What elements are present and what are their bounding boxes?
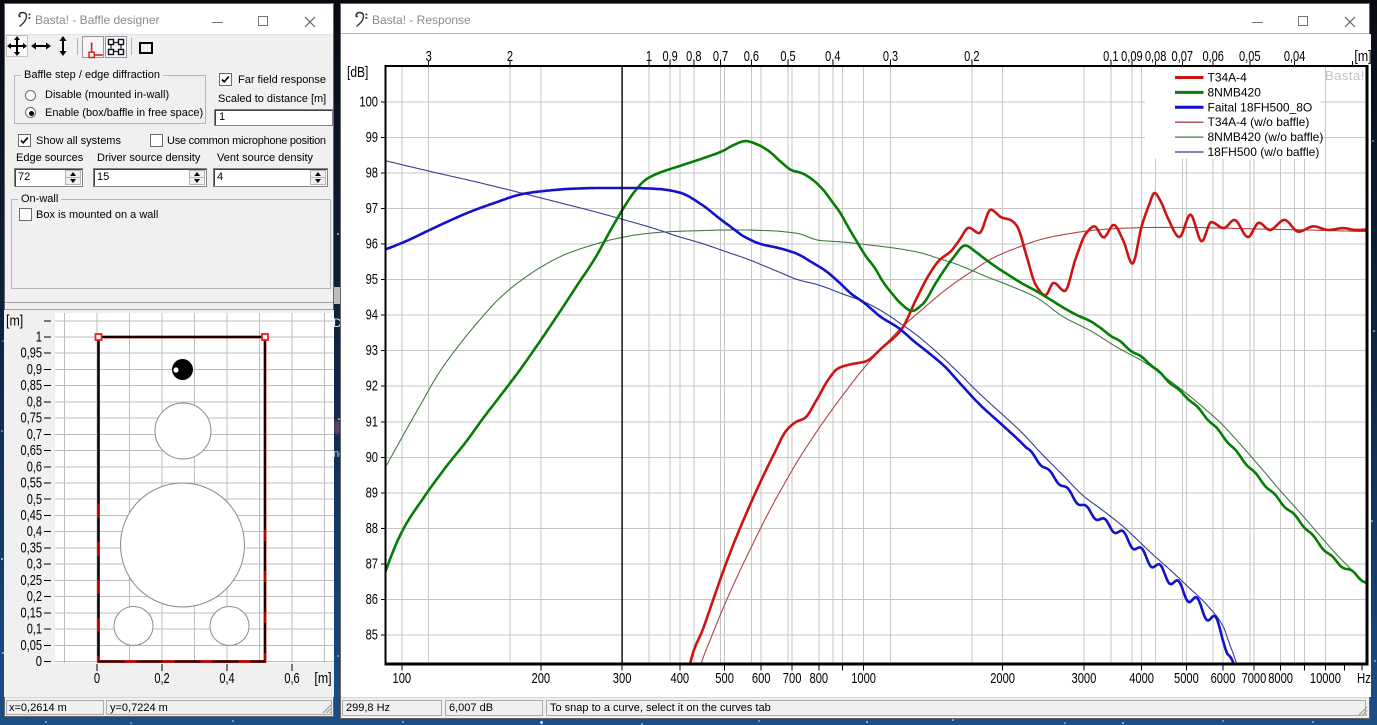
- svg-text:0,3: 0,3: [883, 48, 898, 65]
- svg-text:88: 88: [366, 520, 378, 537]
- svg-text:0,2: 0,2: [27, 588, 42, 605]
- svg-text:100: 100: [359, 94, 378, 111]
- svg-text:92: 92: [366, 378, 378, 395]
- svg-text:0,35: 0,35: [21, 539, 43, 556]
- svg-text:7000: 7000: [1242, 670, 1267, 687]
- svg-text:89: 89: [366, 484, 378, 501]
- svg-text:0,6: 0,6: [27, 458, 42, 475]
- svg-text:[dB]: [dB]: [347, 64, 368, 81]
- svg-text:0,1: 0,1: [1103, 48, 1118, 65]
- svg-text:0,4: 0,4: [219, 670, 234, 687]
- svg-text:0,8: 0,8: [27, 393, 42, 410]
- svg-text:0,5: 0,5: [780, 48, 795, 65]
- svg-text:0,4: 0,4: [825, 48, 840, 65]
- svg-text:4000: 4000: [1129, 670, 1154, 687]
- svg-text:800: 800: [810, 670, 829, 687]
- svg-text:Hz: Hz: [1357, 670, 1371, 687]
- svg-text:98: 98: [366, 165, 378, 182]
- svg-text:[m]: [m]: [314, 670, 331, 687]
- svg-text:96: 96: [366, 236, 378, 253]
- svg-text:3: 3: [426, 48, 432, 65]
- svg-text:95: 95: [366, 271, 378, 288]
- svg-text:T34A-4: T34A-4: [1208, 71, 1248, 85]
- svg-text:0,7: 0,7: [713, 48, 728, 65]
- svg-text:0,8: 0,8: [686, 48, 701, 65]
- svg-text:0,08: 0,08: [1145, 48, 1167, 65]
- svg-text:0,7: 0,7: [27, 426, 42, 443]
- svg-text:0,05: 0,05: [1239, 48, 1261, 65]
- svg-text:0: 0: [94, 670, 100, 687]
- svg-text:8000: 8000: [1268, 670, 1293, 687]
- svg-text:2000: 2000: [990, 670, 1015, 687]
- svg-text:0,1: 0,1: [27, 621, 42, 638]
- svg-text:T34A-4 (w/o baffle): T34A-4 (w/o baffle): [1208, 115, 1310, 129]
- svg-text:500: 500: [715, 670, 734, 687]
- svg-text:100: 100: [393, 670, 412, 687]
- svg-text:Faital 18FH500_8O: Faital 18FH500_8O: [1208, 100, 1313, 114]
- svg-text:600: 600: [752, 670, 771, 687]
- svg-text:18FH500 (w/o baffle): 18FH500 (w/o baffle): [1208, 145, 1320, 159]
- svg-text:3000: 3000: [1072, 670, 1097, 687]
- svg-text:0,9: 0,9: [27, 361, 42, 378]
- svg-text:87: 87: [366, 555, 378, 572]
- svg-text:0,09: 0,09: [1121, 48, 1143, 65]
- svg-text:400: 400: [671, 670, 690, 687]
- svg-text:2: 2: [507, 48, 513, 65]
- svg-text:0,25: 0,25: [21, 572, 43, 589]
- svg-text:[m]: [m]: [1354, 48, 1371, 65]
- svg-text:0: 0: [36, 653, 42, 670]
- svg-text:0,2: 0,2: [154, 670, 169, 687]
- svg-text:Basta!: Basta!: [1325, 68, 1365, 83]
- svg-text:91: 91: [366, 413, 378, 430]
- svg-text:0,75: 0,75: [21, 410, 43, 427]
- svg-text:97: 97: [366, 200, 378, 217]
- svg-text:85: 85: [366, 627, 378, 644]
- svg-text:0,5: 0,5: [27, 491, 42, 508]
- svg-text:1: 1: [36, 329, 42, 346]
- svg-text:0,04: 0,04: [1284, 48, 1306, 65]
- svg-text:86: 86: [366, 591, 378, 608]
- svg-text:8NMB420: 8NMB420: [1208, 85, 1262, 99]
- svg-text:5000: 5000: [1174, 670, 1199, 687]
- svg-text:0,4: 0,4: [27, 523, 42, 540]
- svg-text:200: 200: [532, 670, 551, 687]
- svg-text:6000: 6000: [1211, 670, 1236, 687]
- svg-text:0,3: 0,3: [27, 556, 42, 573]
- svg-text:1: 1: [646, 48, 652, 65]
- svg-text:10000: 10000: [1310, 670, 1341, 687]
- svg-text:0,2: 0,2: [964, 48, 979, 65]
- svg-text:300: 300: [613, 670, 632, 687]
- svg-text:700: 700: [783, 670, 802, 687]
- svg-text:90: 90: [366, 449, 378, 466]
- svg-text:0,6: 0,6: [744, 48, 759, 65]
- svg-text:94: 94: [366, 307, 378, 324]
- svg-text:0,45: 0,45: [21, 507, 43, 524]
- svg-text:0,6: 0,6: [284, 670, 299, 687]
- svg-text:0,9: 0,9: [662, 48, 677, 65]
- svg-text:0,65: 0,65: [21, 442, 43, 459]
- svg-text:8NMB420 (w/o baffle): 8NMB420 (w/o baffle): [1208, 130, 1324, 144]
- svg-text:[m]: [m]: [6, 312, 23, 329]
- svg-text:0,85: 0,85: [21, 377, 43, 394]
- svg-text:0,07: 0,07: [1172, 48, 1194, 65]
- svg-text:99: 99: [366, 129, 378, 146]
- svg-text:93: 93: [366, 342, 378, 359]
- svg-text:0,05: 0,05: [21, 637, 43, 654]
- svg-text:0,15: 0,15: [21, 604, 43, 621]
- svg-text:1000: 1000: [851, 670, 876, 687]
- svg-text:0,55: 0,55: [21, 475, 43, 492]
- svg-text:0,95: 0,95: [21, 345, 43, 362]
- svg-text:0,06: 0,06: [1202, 48, 1224, 65]
